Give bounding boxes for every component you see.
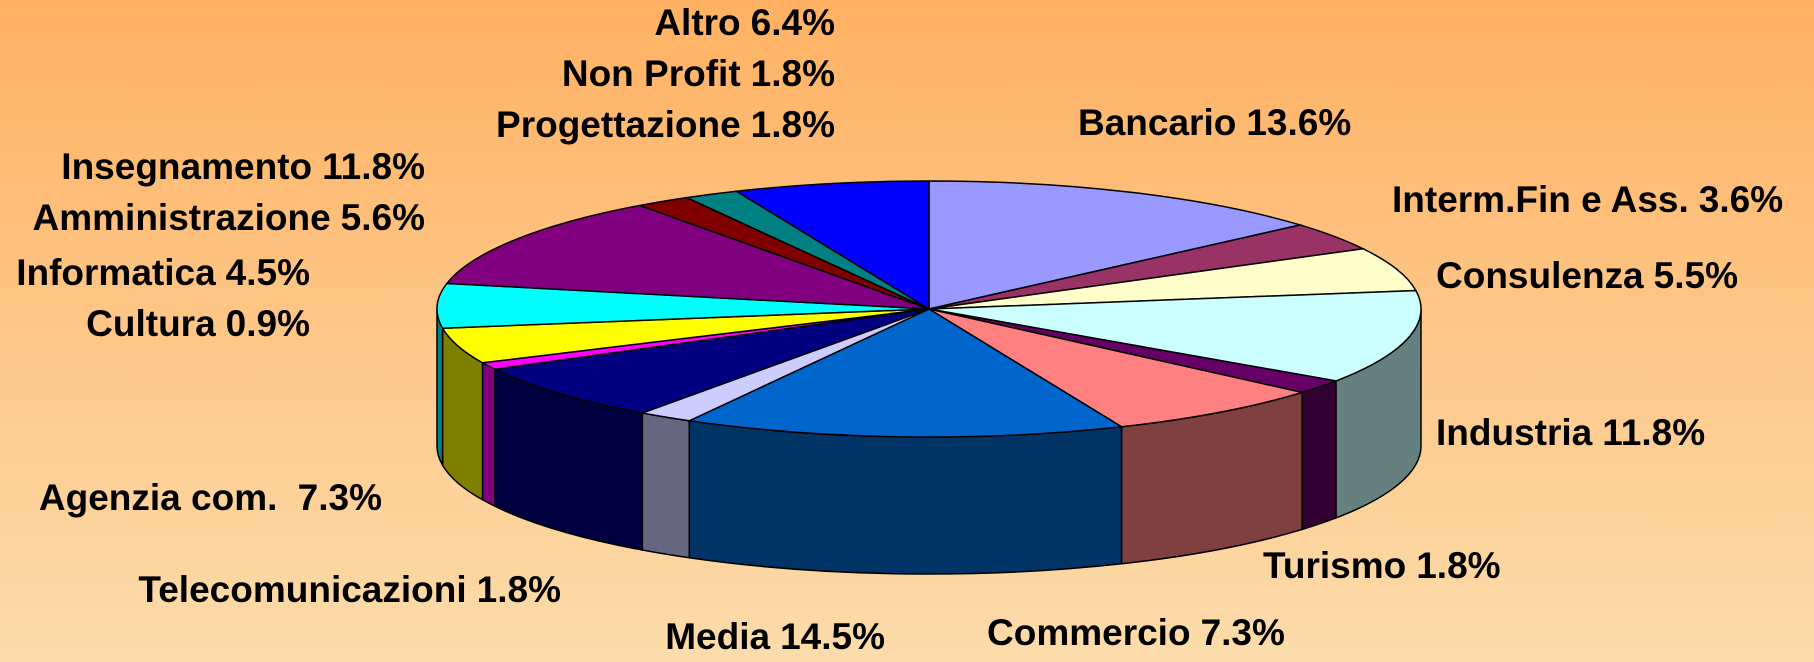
- label-name: Interm.Fin e Ass.: [1392, 179, 1689, 220]
- slice-side: [1301, 379, 1337, 531]
- label-value: 1.8%: [751, 104, 835, 145]
- data-label: Cultura 0.9%: [86, 303, 310, 344]
- label-name: Cultura: [86, 303, 216, 344]
- slice: [928, 289, 1422, 382]
- label-name: Media: [665, 616, 770, 657]
- label-name: Commercio: [987, 612, 1191, 653]
- label-name: Telecomunicazioni: [138, 569, 466, 610]
- label-value: 14.5%: [780, 616, 885, 657]
- slice: [734, 180, 930, 311]
- label-name: Altro: [654, 2, 740, 43]
- data-label: Insegnamento 11.8%: [61, 146, 425, 187]
- label-value: 1.8%: [751, 53, 835, 94]
- data-label: Commercio 7.3%: [987, 612, 1285, 653]
- slice-side: [481, 361, 496, 508]
- data-label: Progettazione 1.8%: [496, 104, 835, 145]
- label-value: 3.6%: [1699, 179, 1783, 220]
- data-label: Media 14.5%: [665, 616, 885, 657]
- label-value: 4.5%: [226, 252, 310, 293]
- label-name: Insegnamento: [61, 146, 312, 187]
- slice: [928, 247, 1418, 310]
- data-label: Bancario 13.6%: [1078, 102, 1351, 143]
- label-name: Amministrazione: [33, 197, 331, 238]
- label-name: Agenzia com.: [39, 477, 288, 518]
- label-value: 11.8%: [322, 146, 425, 187]
- slice: [436, 282, 930, 329]
- slice-side: [641, 412, 691, 559]
- data-label: Amministrazione 5.6%: [33, 197, 425, 238]
- label-value: 1.8%: [1416, 545, 1500, 586]
- data-label: Agenzia com. 7.3%: [39, 477, 382, 518]
- slice-side: [688, 419, 1123, 575]
- slice: [686, 308, 1124, 438]
- data-label: Industria 11.8%: [1436, 412, 1705, 453]
- label-value: 7.3%: [298, 477, 382, 518]
- data-label: Consulenza 5.5%: [1436, 255, 1738, 296]
- label-name: Bancario: [1078, 102, 1236, 143]
- label-value: 5.6%: [341, 197, 425, 238]
- label-value: 11.8%: [1602, 412, 1705, 453]
- data-label: Non Profit 1.8%: [562, 53, 835, 94]
- label-name: Consulenza: [1436, 255, 1644, 296]
- data-label: Interm.Fin e Ass. 3.6%: [1392, 179, 1783, 220]
- slice: [445, 204, 930, 310]
- slice-side: [436, 308, 444, 469]
- label-name: Non Profit: [562, 53, 741, 94]
- label-name: Industria: [1436, 412, 1593, 453]
- label-name: Turismo: [1263, 545, 1406, 586]
- slice: [928, 308, 1306, 428]
- label-name: Informatica: [16, 252, 216, 293]
- label-value: 5.5%: [1654, 255, 1738, 296]
- label-name: Progettazione: [496, 104, 741, 145]
- slice: [928, 180, 1304, 310]
- data-label: Informatica 4.5%: [16, 252, 310, 293]
- data-label: Altro 6.4%: [654, 2, 835, 43]
- data-label: Telecomunicazioni 1.8%: [138, 569, 561, 610]
- label-value: 6.4%: [751, 2, 835, 43]
- slice: [492, 308, 930, 414]
- data-label: Turismo 1.8%: [1263, 545, 1501, 586]
- label-value: 13.6%: [1246, 102, 1351, 143]
- label-value: 0.9%: [226, 303, 310, 344]
- label-value: 1.8%: [477, 569, 561, 610]
- label-value: 7.3%: [1201, 612, 1285, 653]
